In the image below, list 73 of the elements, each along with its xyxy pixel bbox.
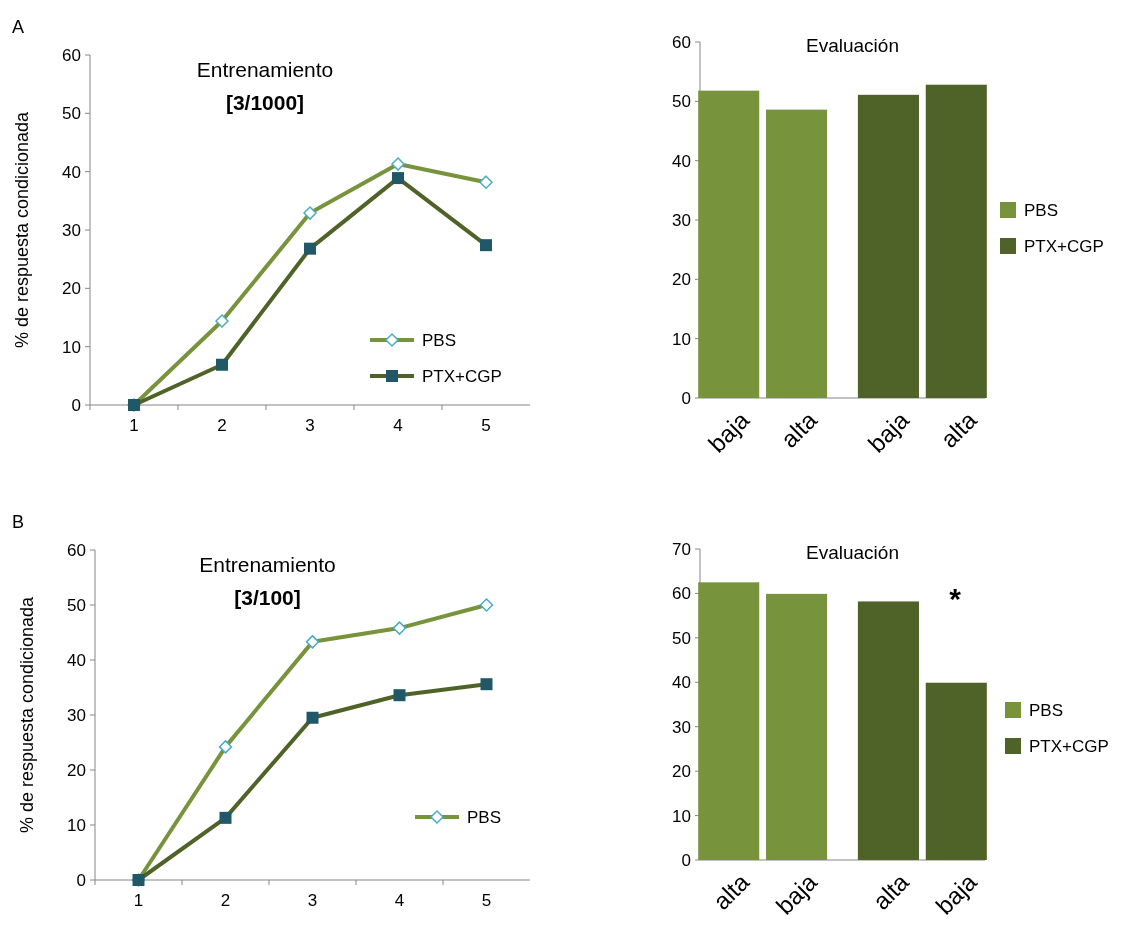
y-tick-label: 20 — [672, 762, 691, 782]
y-tick-label: 50 — [672, 628, 691, 648]
text: [3/100] — [234, 586, 301, 609]
x-tick-label: alta — [775, 405, 823, 453]
x-tick-label: 2 — [217, 416, 227, 435]
y-tick-label: 60 — [672, 32, 691, 52]
bar — [698, 582, 760, 860]
chart-title: Evaluación — [806, 35, 899, 56]
chart-title: Evaluación — [806, 542, 899, 563]
text: B — [12, 512, 25, 532]
y-tick-label: 0 — [681, 850, 691, 870]
x-tick-label: 5 — [481, 416, 491, 435]
x-tick-label: 4 — [394, 891, 405, 910]
legend-label: PBS — [1029, 700, 1064, 720]
bar — [925, 682, 987, 860]
text: A — [12, 17, 25, 37]
chart-title: Entrenamiento — [196, 58, 334, 81]
y-tick-label: 10 — [672, 329, 691, 349]
x-tick-label: 4 — [393, 416, 403, 435]
y-tick-label: 60 — [672, 584, 691, 604]
x-tick-label: alta — [707, 867, 755, 915]
y-tick-label: 30 — [672, 717, 691, 737]
bar — [857, 94, 919, 398]
x-tick-label: baja — [862, 405, 915, 458]
y-tick-label: 20 — [67, 760, 86, 780]
y-tick-label: 20 — [62, 279, 81, 299]
y-tick-label: 40 — [67, 650, 86, 670]
bar — [925, 84, 987, 398]
x-tick-label: 3 — [307, 891, 318, 910]
legend-label: PBS — [422, 330, 457, 350]
y-tick-label: 0 — [71, 395, 81, 415]
bar — [766, 593, 828, 860]
legend-label: PBS — [467, 807, 502, 827]
y-tick-label: 30 — [67, 705, 86, 725]
bar — [857, 601, 919, 860]
y-tick-label: 40 — [672, 151, 691, 171]
y-tick-label: 20 — [672, 270, 691, 290]
y-tick-label: 0 — [681, 388, 691, 408]
y-tick-label: 10 — [62, 337, 81, 357]
legend-label: PBS — [1024, 200, 1059, 220]
x-tick-label: 1 — [133, 891, 144, 910]
x-tick-label: 2 — [220, 891, 231, 910]
x-tick-label: 1 — [129, 416, 139, 435]
y-tick-label: 40 — [62, 162, 81, 182]
x-tick-label: baja — [702, 405, 755, 458]
x-tick-label: 5 — [481, 891, 492, 910]
y-tick-label: 60 — [62, 45, 81, 65]
legend-label: PTX+CGP — [1024, 236, 1104, 256]
x-tick-label: baja — [770, 867, 823, 920]
x-tick-label: alta — [935, 405, 983, 453]
y-tick-label: 40 — [672, 673, 691, 693]
y-tick-label: 30 — [672, 210, 691, 230]
chart-title: Entrenamiento — [199, 553, 336, 576]
y-tick-label: 30 — [62, 220, 81, 240]
legend-label: PTX+CGP — [422, 366, 502, 386]
legend-label: PTX+CGP — [1029, 736, 1109, 756]
text: [3/1000] — [225, 91, 305, 114]
y-tick-label: 60 — [67, 540, 86, 560]
x-tick-label: 3 — [305, 416, 315, 435]
y-tick-label: 10 — [672, 806, 691, 826]
bar — [766, 109, 828, 398]
y-tick-label: 50 — [62, 104, 81, 124]
y-tick-label: 0 — [76, 870, 86, 890]
x-tick-label: baja — [930, 867, 983, 920]
annotation: * — [949, 582, 962, 615]
y-axis-title: % de respuesta condicionada — [17, 595, 37, 834]
y-tick-label: 50 — [67, 595, 86, 615]
bar — [698, 90, 760, 398]
y-tick-label: 70 — [672, 539, 691, 559]
y-tick-label: 50 — [672, 92, 691, 112]
y-tick-label: 10 — [67, 815, 86, 835]
x-tick-label: alta — [867, 867, 915, 915]
y-axis-title: % de respuesta condicionada — [12, 110, 32, 349]
